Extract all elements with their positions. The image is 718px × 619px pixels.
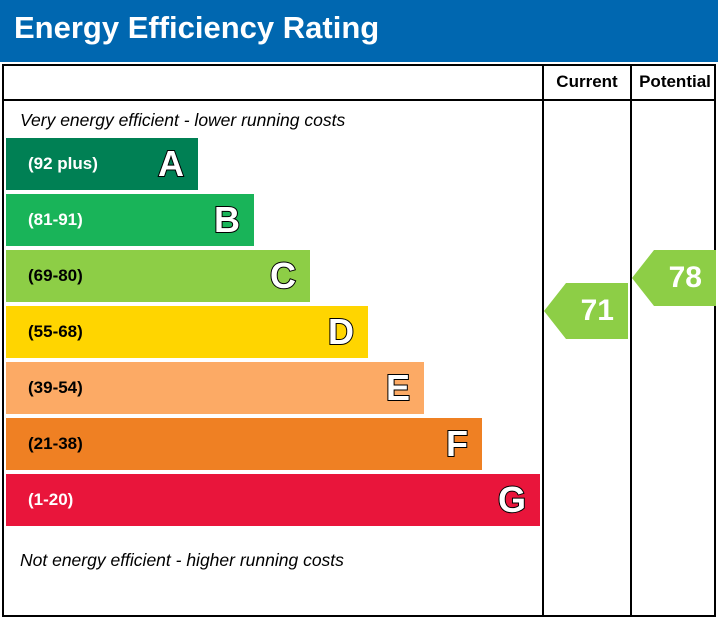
band-g: (1-20) G bbox=[6, 474, 540, 526]
band-b-range: (81-91) bbox=[28, 210, 83, 229]
band-e-range: (39-54) bbox=[28, 378, 83, 397]
band-f-letter: F bbox=[445, 423, 469, 464]
band-g-range: (1-20) bbox=[28, 490, 74, 509]
band-a-letter: A bbox=[157, 143, 185, 184]
potential-rating-marker: 78 bbox=[632, 250, 716, 306]
band-c: (69-80) C bbox=[6, 250, 310, 302]
band-d-letter: D bbox=[327, 311, 355, 352]
band-f-range: (21-38) bbox=[28, 434, 83, 453]
band-f: (21-38) F bbox=[6, 418, 482, 470]
band-g-letter: G bbox=[497, 479, 527, 520]
column-header-current: Current bbox=[556, 72, 618, 91]
column-header-potential: Potential bbox=[639, 72, 711, 91]
band-d: (55-68) D bbox=[6, 306, 368, 358]
band-b: (81-91) B bbox=[6, 194, 254, 246]
band-c-range: (69-80) bbox=[28, 266, 83, 285]
header-divider bbox=[4, 99, 714, 101]
note-very-efficient: Very energy efficient - lower running co… bbox=[20, 110, 346, 130]
band-b-letter: B bbox=[213, 199, 241, 240]
band-a: (92 plus) A bbox=[6, 138, 198, 190]
potential-rating-value: 78 bbox=[668, 261, 702, 294]
band-e-letter: E bbox=[385, 367, 411, 408]
page-title: Energy Efficiency Rating bbox=[14, 10, 380, 45]
band-a-range: (92 plus) bbox=[28, 154, 98, 173]
current-rating-marker: 71 bbox=[544, 283, 628, 339]
title-bar: Energy Efficiency Rating bbox=[0, 0, 718, 62]
potential-column-divider bbox=[630, 66, 632, 615]
current-rating-value: 71 bbox=[580, 294, 614, 327]
note-not-efficient: Not energy efficient - higher running co… bbox=[20, 550, 344, 570]
band-c-letter: C bbox=[269, 255, 297, 296]
band-d-range: (55-68) bbox=[28, 322, 83, 341]
current-column-divider bbox=[542, 66, 544, 615]
chart-frame: Current Potential Very energy efficient … bbox=[2, 64, 716, 617]
band-e: (39-54) E bbox=[6, 362, 424, 414]
